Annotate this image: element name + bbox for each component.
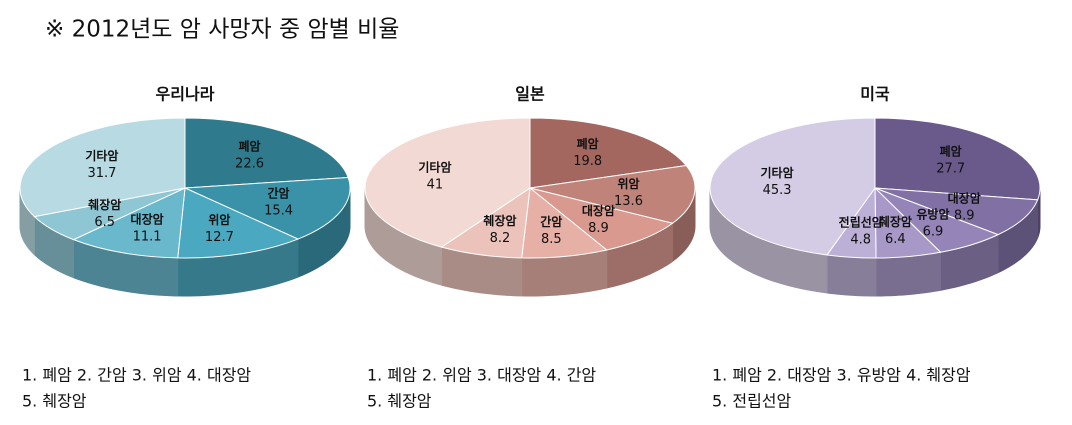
slice-name: 기타암 <box>418 159 451 174</box>
slice-value: 8.5 <box>541 232 562 247</box>
pie-title: 일본 <box>515 85 545 104</box>
ranking-note: 1. 폐암 2. 대장암 3. 유방암 4. 췌장암 <box>712 366 971 385</box>
slice-name: 대장암 <box>582 204 615 218</box>
ranking-note: 5. 췌장암 <box>367 392 432 411</box>
slice-name: 췌장암 <box>483 214 516 228</box>
ranking-note: 1. 폐암 2. 위암 3. 대장암 4. 간암 <box>367 366 596 385</box>
slice-value: 11.1 <box>133 230 162 245</box>
slice-value: 22.6 <box>235 157 264 172</box>
slice-value: 6.9 <box>923 225 944 240</box>
pie-slice <box>874 187 1039 236</box>
slice-name: 폐암 <box>238 139 260 154</box>
slice-value: 6.4 <box>885 232 906 247</box>
slice-value: 45.3 <box>763 183 792 198</box>
ranking-note: 5. 전립선암 <box>712 392 792 411</box>
slice-name: 기타암 <box>761 165 794 180</box>
slice-value: 31.7 <box>87 166 116 181</box>
page-title: ※ 2012년도 암 사망자 중 암별 비율 <box>45 17 399 43</box>
pie-slice <box>521 187 608 259</box>
slice-name: 유방암 <box>916 207 949 222</box>
slice-value: 15.4 <box>264 204 293 219</box>
pie-slice <box>184 176 351 240</box>
pie-slice <box>19 117 186 218</box>
slice-name: 위암 <box>617 177 639 191</box>
pie-slice <box>874 117 1041 201</box>
slice-name: 대장암 <box>131 213 164 227</box>
slice-value: 8.9 <box>954 208 975 223</box>
pie-slice <box>709 117 876 256</box>
slice-name: 대장암 <box>948 191 981 205</box>
slice-value: 19.8 <box>573 154 602 169</box>
slice-name: 폐암 <box>577 136 599 151</box>
slice-value: 41 <box>427 177 444 192</box>
pie-slice <box>364 117 531 248</box>
slice-value: 13.6 <box>614 194 643 209</box>
slice-value: 27.7 <box>936 162 965 177</box>
pie-side <box>875 251 942 297</box>
pie-slice <box>72 187 186 259</box>
slice-value: 8.2 <box>490 231 511 246</box>
pie-slice <box>529 117 688 189</box>
slice-name: 위암 <box>208 213 230 227</box>
slice-value: 12.7 <box>205 230 234 245</box>
slice-name: 전립선암 <box>839 214 883 229</box>
slice-name: 폐암 <box>940 144 962 159</box>
pie-slice <box>177 187 300 259</box>
ranking-note: 5. 췌장암 <box>22 392 87 411</box>
slice-name: 기타암 <box>85 148 118 163</box>
slice-name: 간암 <box>540 214 562 229</box>
slice-value: 4.8 <box>850 232 871 247</box>
slice-name: 췌장암 <box>879 215 912 229</box>
pie-title: 미국 <box>860 85 890 104</box>
pie-side <box>826 254 877 297</box>
pie-slice <box>529 187 674 251</box>
pie-title: 우리나라 <box>156 85 215 104</box>
slice-value: 8.9 <box>588 221 609 236</box>
slice-name: 간암 <box>268 186 290 201</box>
pie-slice <box>184 117 349 189</box>
pie-slice <box>529 164 696 224</box>
ranking-note: 1. 폐암 2. 간암 3. 위암 4. 대장암 <box>22 366 251 385</box>
slice-value: 6.5 <box>94 215 115 230</box>
slice-name: 췌장암 <box>88 198 121 212</box>
